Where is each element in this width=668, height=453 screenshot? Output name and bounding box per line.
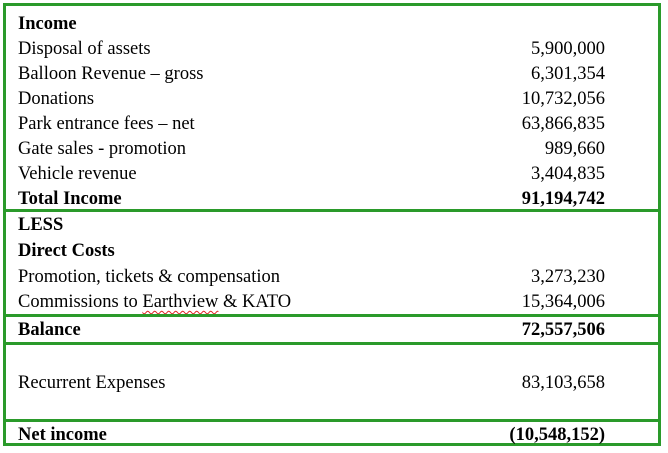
income-row: Balloon Revenue – gross 6,301,354 (6, 61, 658, 87)
direct-costs-heading: Direct Costs (18, 241, 115, 261)
income-item-value: 989,660 (544, 139, 605, 159)
income-row: Gate sales - promotion 989,660 (6, 136, 658, 162)
recurrent-expenses-value: 83,103,658 (521, 373, 605, 393)
income-heading-row: Income (6, 11, 658, 37)
balance-label: Balance (18, 320, 81, 340)
cost-row: Promotion, tickets & compensation 3,273,… (6, 264, 658, 290)
balance-value: 72,557,506 (521, 320, 605, 340)
cost-item-label: Promotion, tickets & compensation (18, 267, 281, 287)
net-income-label: Net income (18, 425, 107, 445)
income-row: Park entrance fees – net 63,866,835 (6, 111, 658, 137)
net-income-value: (10,548,152) (509, 425, 605, 445)
total-income-value: 91,194,742 (521, 189, 605, 209)
section-divider (6, 209, 658, 212)
balance-row: Balance 72,557,506 (6, 317, 658, 343)
income-row: Donations 10,732,056 (6, 86, 658, 112)
cost-item-value: 15,364,006 (521, 292, 605, 312)
income-item-value: 63,866,835 (521, 114, 605, 134)
income-item-value: 3,404,835 (531, 164, 605, 184)
cost-item-label: Commissions to Earthview & KATO (18, 289, 291, 315)
total-income-label: Total Income (18, 189, 122, 209)
direct-costs-heading-row: Direct Costs (6, 238, 658, 264)
income-item-label: Balloon Revenue – gross (18, 64, 204, 84)
income-item-label: Disposal of assets (18, 39, 151, 59)
spellcheck-flagged-word: Earthview (142, 292, 219, 312)
less-heading-row: LESS (6, 212, 658, 238)
income-item-label: Vehicle revenue (18, 164, 137, 184)
cost-item-value: 3,273,230 (531, 267, 605, 287)
income-row: Disposal of assets 5,900,000 (6, 36, 658, 62)
cost-row: Commissions to Earthview & KATO 15,364,0… (6, 289, 658, 315)
income-row: Vehicle revenue 3,404,835 (6, 161, 658, 187)
net-income-row: Net income (10,548,152) (6, 422, 658, 448)
recurrent-expenses-label: Recurrent Expenses (18, 373, 166, 393)
section-divider (6, 419, 658, 422)
cost-item-label-pre: Commissions to (18, 292, 143, 312)
income-item-label: Gate sales - promotion (18, 139, 186, 159)
recurrent-expenses-row: Recurrent Expenses 83,103,658 (6, 370, 658, 396)
income-item-label: Park entrance fees – net (18, 114, 195, 134)
income-item-label: Donations (18, 89, 95, 109)
income-heading: Income (18, 14, 77, 34)
cost-item-label-post: & KATO (218, 292, 292, 312)
income-statement-table: Income Disposal of assets 5,900,000 Ball… (3, 3, 661, 446)
less-heading: LESS (18, 215, 64, 235)
total-income-row: Total Income 91,194,742 (6, 186, 658, 212)
section-divider (6, 342, 658, 345)
section-divider (6, 314, 658, 317)
income-item-value: 5,900,000 (531, 39, 605, 59)
income-item-value: 10,732,056 (521, 89, 605, 109)
income-item-value: 6,301,354 (531, 64, 605, 84)
